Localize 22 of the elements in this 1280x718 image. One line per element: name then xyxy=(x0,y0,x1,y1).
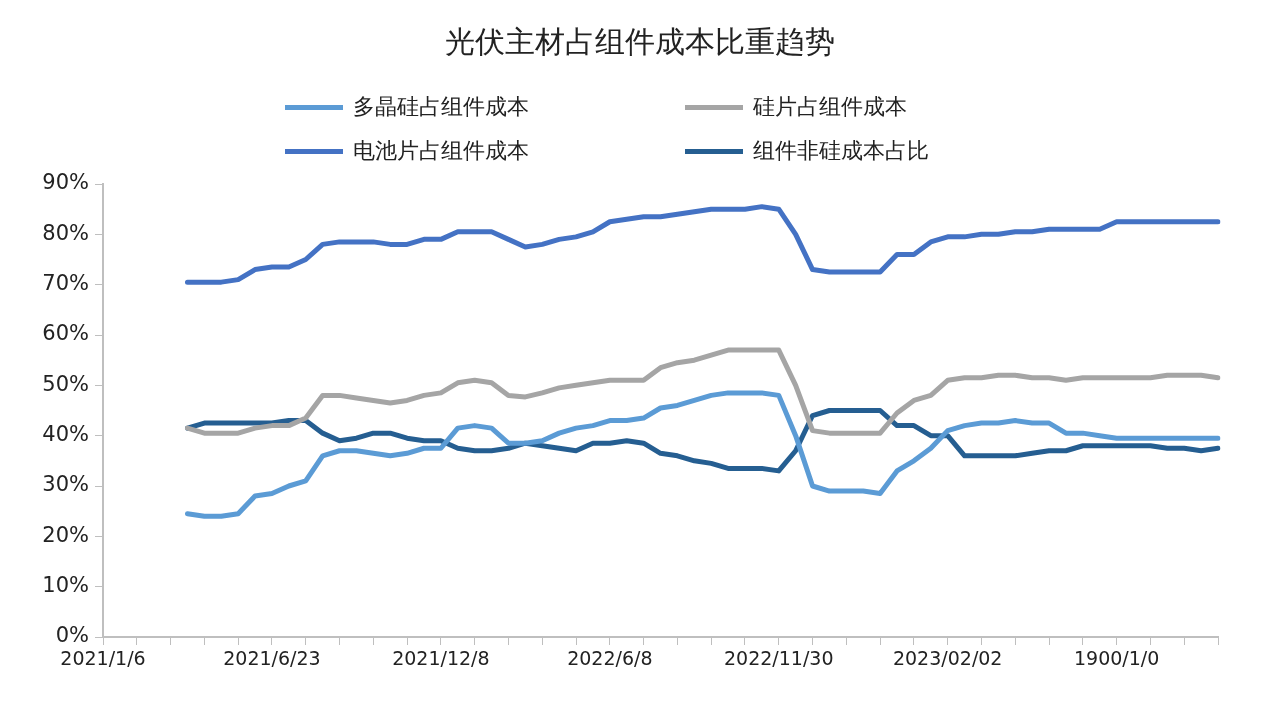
y-tick-label: 10% xyxy=(42,573,89,598)
y-tick-label: 20% xyxy=(42,522,89,547)
x-tick-label: 2022/11/30 xyxy=(724,647,834,670)
legend-label: 电池片占组件成本 xyxy=(353,137,529,165)
x-tick-label: 2021/12/8 xyxy=(392,647,490,670)
y-tick-label: 30% xyxy=(42,472,89,497)
y-tick-label: 80% xyxy=(42,220,89,245)
y-tick-label: 0% xyxy=(55,623,89,648)
legend-label: 硅片占组件成本 xyxy=(753,93,907,121)
y-tick-label: 50% xyxy=(42,371,89,396)
legend-label: 组件非硅成本占比 xyxy=(753,137,929,165)
x-tick-label: 1900/1/0 xyxy=(1073,647,1160,670)
x-tick-label: 2021/1/6 xyxy=(60,647,146,670)
legend-label: 多晶硅占组件成本 xyxy=(353,93,529,121)
y-tick-label: 40% xyxy=(42,422,89,447)
y-tick-label: 90% xyxy=(42,170,89,195)
y-tick-label: 70% xyxy=(42,271,89,296)
chart-title: 光伏主材占组件成本比重趋势 xyxy=(444,23,836,61)
x-tick-label: 2023/02/02 xyxy=(892,647,1003,670)
x-tick-label: 2021/6/23 xyxy=(223,647,321,670)
y-tick-label: 60% xyxy=(42,321,89,346)
x-tick-label: 2022/6/8 xyxy=(567,647,653,670)
